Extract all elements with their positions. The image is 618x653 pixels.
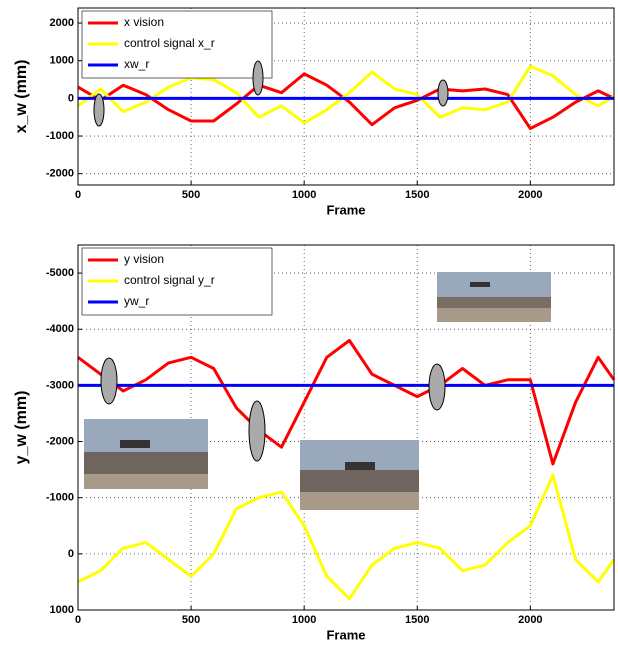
axes-frame (77, 244, 615, 611)
x-tick-label: 0 (75, 189, 81, 201)
axes-frame (77, 7, 615, 186)
photo-inset (437, 272, 551, 322)
x-tick-label: 1500 (405, 614, 429, 626)
annotations (84, 60, 551, 510)
x-tick-label: 2000 (518, 189, 542, 201)
x-tick-label: 0 (75, 614, 81, 626)
legend: y vision control signal y_r yw_r (81, 247, 273, 316)
highlight-ellipse (428, 363, 446, 411)
y-tick-label: -4000 (46, 323, 74, 335)
highlight-ellipse (252, 60, 264, 96)
y-axis-label: x_w (mm) (13, 60, 30, 134)
y-tick-label: -5000 (46, 267, 74, 279)
legend-label: control signal x_r (124, 36, 215, 50)
highlight-ellipse (100, 357, 118, 405)
y-tick-label: 0 (68, 92, 74, 104)
x-axis-label: Frame (326, 627, 365, 642)
y-axis-label: y_w (mm) (13, 391, 30, 465)
x-tick-label: 1000 (292, 614, 316, 626)
y-tick-label: -2000 (46, 168, 74, 180)
y-tick-label: -3000 (46, 379, 74, 391)
photo-inset (84, 419, 208, 489)
legend: x vision control signal x_r xw_r (81, 10, 273, 79)
photo-inset (300, 440, 419, 510)
highlight-ellipse (93, 93, 105, 127)
data-line (77, 339, 616, 466)
x-tick-label: 500 (182, 614, 200, 626)
y-tick-label: 0 (68, 548, 74, 560)
x-tick-label: 1500 (405, 189, 429, 201)
y-tick-label: -1000 (46, 130, 74, 142)
data-line (77, 72, 615, 130)
y-tick-label: -2000 (46, 435, 74, 447)
legend-label: yw_r (124, 294, 149, 308)
y-tick-label: 1000 (50, 604, 74, 616)
x-tick-label: 500 (182, 189, 200, 201)
x-tick-label: 2000 (518, 614, 542, 626)
x-tick-label: 1000 (292, 189, 316, 201)
highlight-ellipse (437, 79, 449, 107)
legend-label: x vision (124, 15, 164, 29)
data-line (77, 473, 616, 601)
highlight-ellipse (248, 400, 266, 462)
y-tick-label: -1000 (46, 492, 74, 504)
legend-label: y vision (124, 252, 164, 266)
legend-label: control signal y_r (124, 273, 215, 287)
y-tick-label: 2000 (50, 17, 74, 29)
y-tick-label: 1000 (50, 55, 74, 67)
x-axis-label: Frame (326, 202, 365, 217)
subplot: 0 500 1000 1500 2000 -2000 -1000 0 1000 2000 Frame… (13, 7, 615, 217)
legend-label: xw_r (124, 57, 149, 71)
data-line (77, 64, 615, 125)
